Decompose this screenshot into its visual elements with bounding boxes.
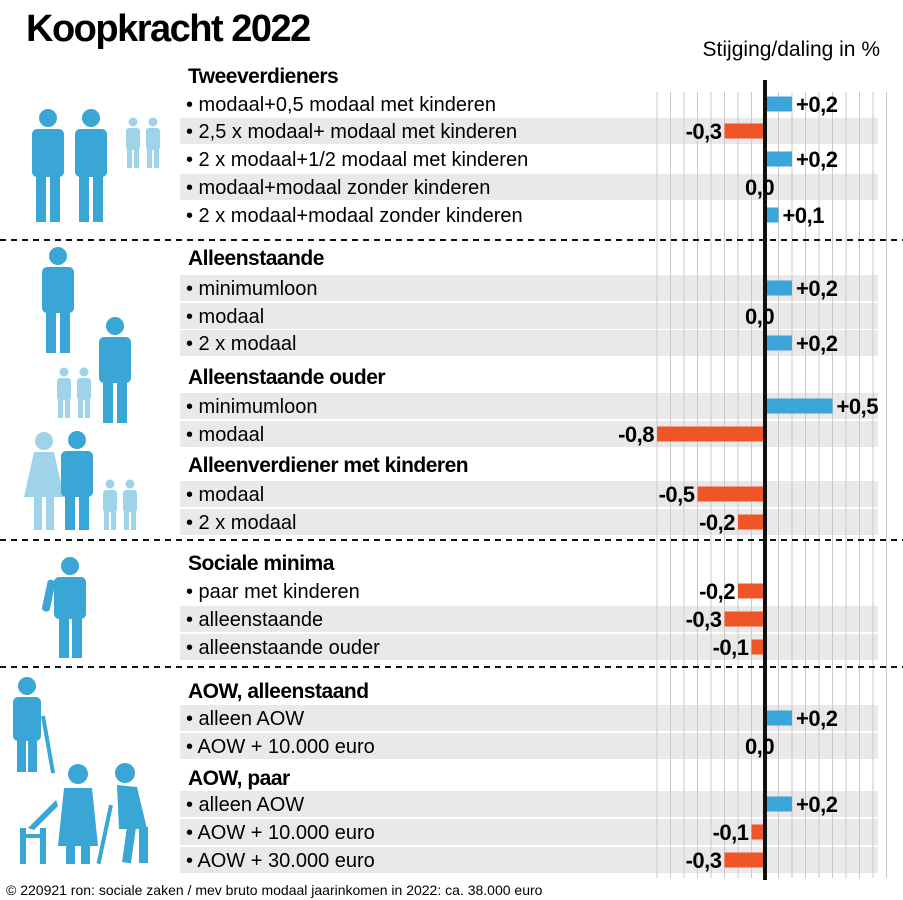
row-stripe — [180, 174, 878, 200]
row-label: • modaal — [186, 484, 264, 506]
value-label: +0,2 — [796, 331, 838, 356]
bar-negative — [724, 611, 765, 627]
value-label: -0,1 — [713, 635, 749, 660]
chart-title: Koopkracht 2022 — [26, 8, 310, 50]
row-stripe — [180, 421, 878, 447]
row-label: • alleen AOW — [186, 794, 304, 816]
social-minimum-person-icon — [41, 557, 86, 658]
bar-positive — [765, 151, 792, 167]
value-label: -0,3 — [686, 848, 722, 873]
bar-positive — [765, 796, 792, 812]
value-label: 0,0 — [745, 734, 774, 759]
bar-positive — [765, 96, 792, 112]
row-label: • minimumloon — [186, 396, 317, 418]
value-label: -0,1 — [713, 820, 749, 845]
chart-subtitle: Stijging/daling in % — [703, 38, 880, 61]
group-label: Alleenstaande ouder — [188, 366, 385, 389]
bar-negative — [751, 639, 765, 655]
row-label: • AOW + 10.000 euro — [186, 736, 375, 758]
value-label: +0,2 — [796, 706, 838, 731]
bar-negative — [697, 486, 765, 502]
row-label: • minimumloon — [186, 278, 317, 300]
row-label: • modaal+0,5 modaal met kinderen — [186, 94, 496, 116]
row-label: • modaal — [186, 306, 264, 328]
couple-with-children-icon — [32, 109, 160, 222]
row-label: • alleenstaande ouder — [186, 637, 380, 659]
footer-source: © 220921 ron: sociale zaken / mev bruto … — [6, 882, 543, 898]
row-label: • 2 x modaal — [186, 512, 296, 534]
value-label: -0,2 — [699, 579, 735, 604]
row-label: • paar met kinderen — [186, 581, 360, 603]
row-label: • AOW + 10.000 euro — [186, 822, 375, 844]
bar-negative — [751, 824, 765, 840]
row-stripe — [180, 303, 878, 329]
row-label: • 2 x modaal+modaal zonder kinderen — [186, 205, 523, 227]
value-label: +0,2 — [796, 147, 838, 172]
bar-negative — [724, 123, 765, 139]
value-label: -0,3 — [686, 607, 722, 632]
group-label: Alleenverdiener met kinderen — [188, 454, 468, 477]
bar-positive — [765, 335, 792, 351]
row-label: • modaal+modaal zonder kinderen — [186, 177, 490, 199]
bar-positive — [765, 280, 792, 296]
row-stripe — [180, 791, 878, 817]
row-stripe — [180, 705, 878, 731]
group-label: AOW, paar — [188, 767, 290, 790]
row-label: • 2,5 x modaal+ modaal met kinderen — [186, 121, 517, 143]
bar-positive — [765, 710, 792, 726]
row-label: • AOW + 30.000 euro — [186, 850, 375, 872]
value-label: +0,2 — [796, 92, 838, 117]
group-label: Sociale minima — [188, 552, 335, 575]
row-stripe — [180, 275, 878, 301]
row-label: • alleen AOW — [186, 708, 304, 730]
value-label: -0,3 — [686, 119, 722, 144]
section-separators — [0, 239, 903, 668]
value-label: -0,2 — [699, 510, 735, 535]
bar-positive — [765, 398, 833, 414]
bar-series — [657, 96, 833, 868]
single-parent-icon — [57, 317, 131, 423]
bar-negative — [738, 514, 765, 530]
value-label: +0,2 — [796, 792, 838, 817]
bar-negative — [724, 852, 765, 868]
group-label: Alleenstaande — [188, 247, 324, 270]
group-label: Tweeverdieners — [188, 65, 338, 88]
row-stripe — [180, 733, 878, 759]
elderly-person-with-cane-icon — [13, 677, 56, 774]
row-stripe — [180, 330, 878, 356]
value-labels: +0,2 -0,3 +0,2 0,0 +0,1 +0,2 0,0 +0,2 +0,5 -0,8 -0… — [618, 92, 879, 873]
row-labels: Tweeverdieners • modaal+0,5 modaal met ki… — [186, 65, 528, 872]
row-label: • modaal — [186, 424, 264, 446]
bar-negative — [657, 426, 765, 442]
bar-negative — [738, 583, 765, 599]
row-label: • 2 x modaal — [186, 333, 296, 355]
row-label: • alleenstaande — [186, 609, 323, 631]
value-label: 0,0 — [745, 304, 774, 329]
vertical-gridlines — [656, 92, 887, 878]
row-stripes — [180, 118, 878, 873]
row-stripe — [180, 393, 878, 419]
value-label: -0,5 — [659, 482, 695, 507]
elderly-couple-icon — [20, 763, 148, 865]
row-stripe — [180, 481, 878, 507]
group-label: AOW, alleenstaand — [188, 680, 369, 703]
value-label: +0,2 — [796, 276, 838, 301]
single-earner-family-icon — [24, 431, 137, 530]
value-label: +0,1 — [783, 203, 825, 228]
row-label: • 2 x modaal+1/2 modaal met kinderen — [186, 149, 528, 171]
value-label: -0,8 — [618, 422, 654, 447]
value-label: 0,0 — [745, 175, 774, 200]
bar-positive — [765, 207, 779, 223]
single-person-icon — [42, 247, 74, 353]
value-label: +0,5 — [837, 394, 879, 419]
